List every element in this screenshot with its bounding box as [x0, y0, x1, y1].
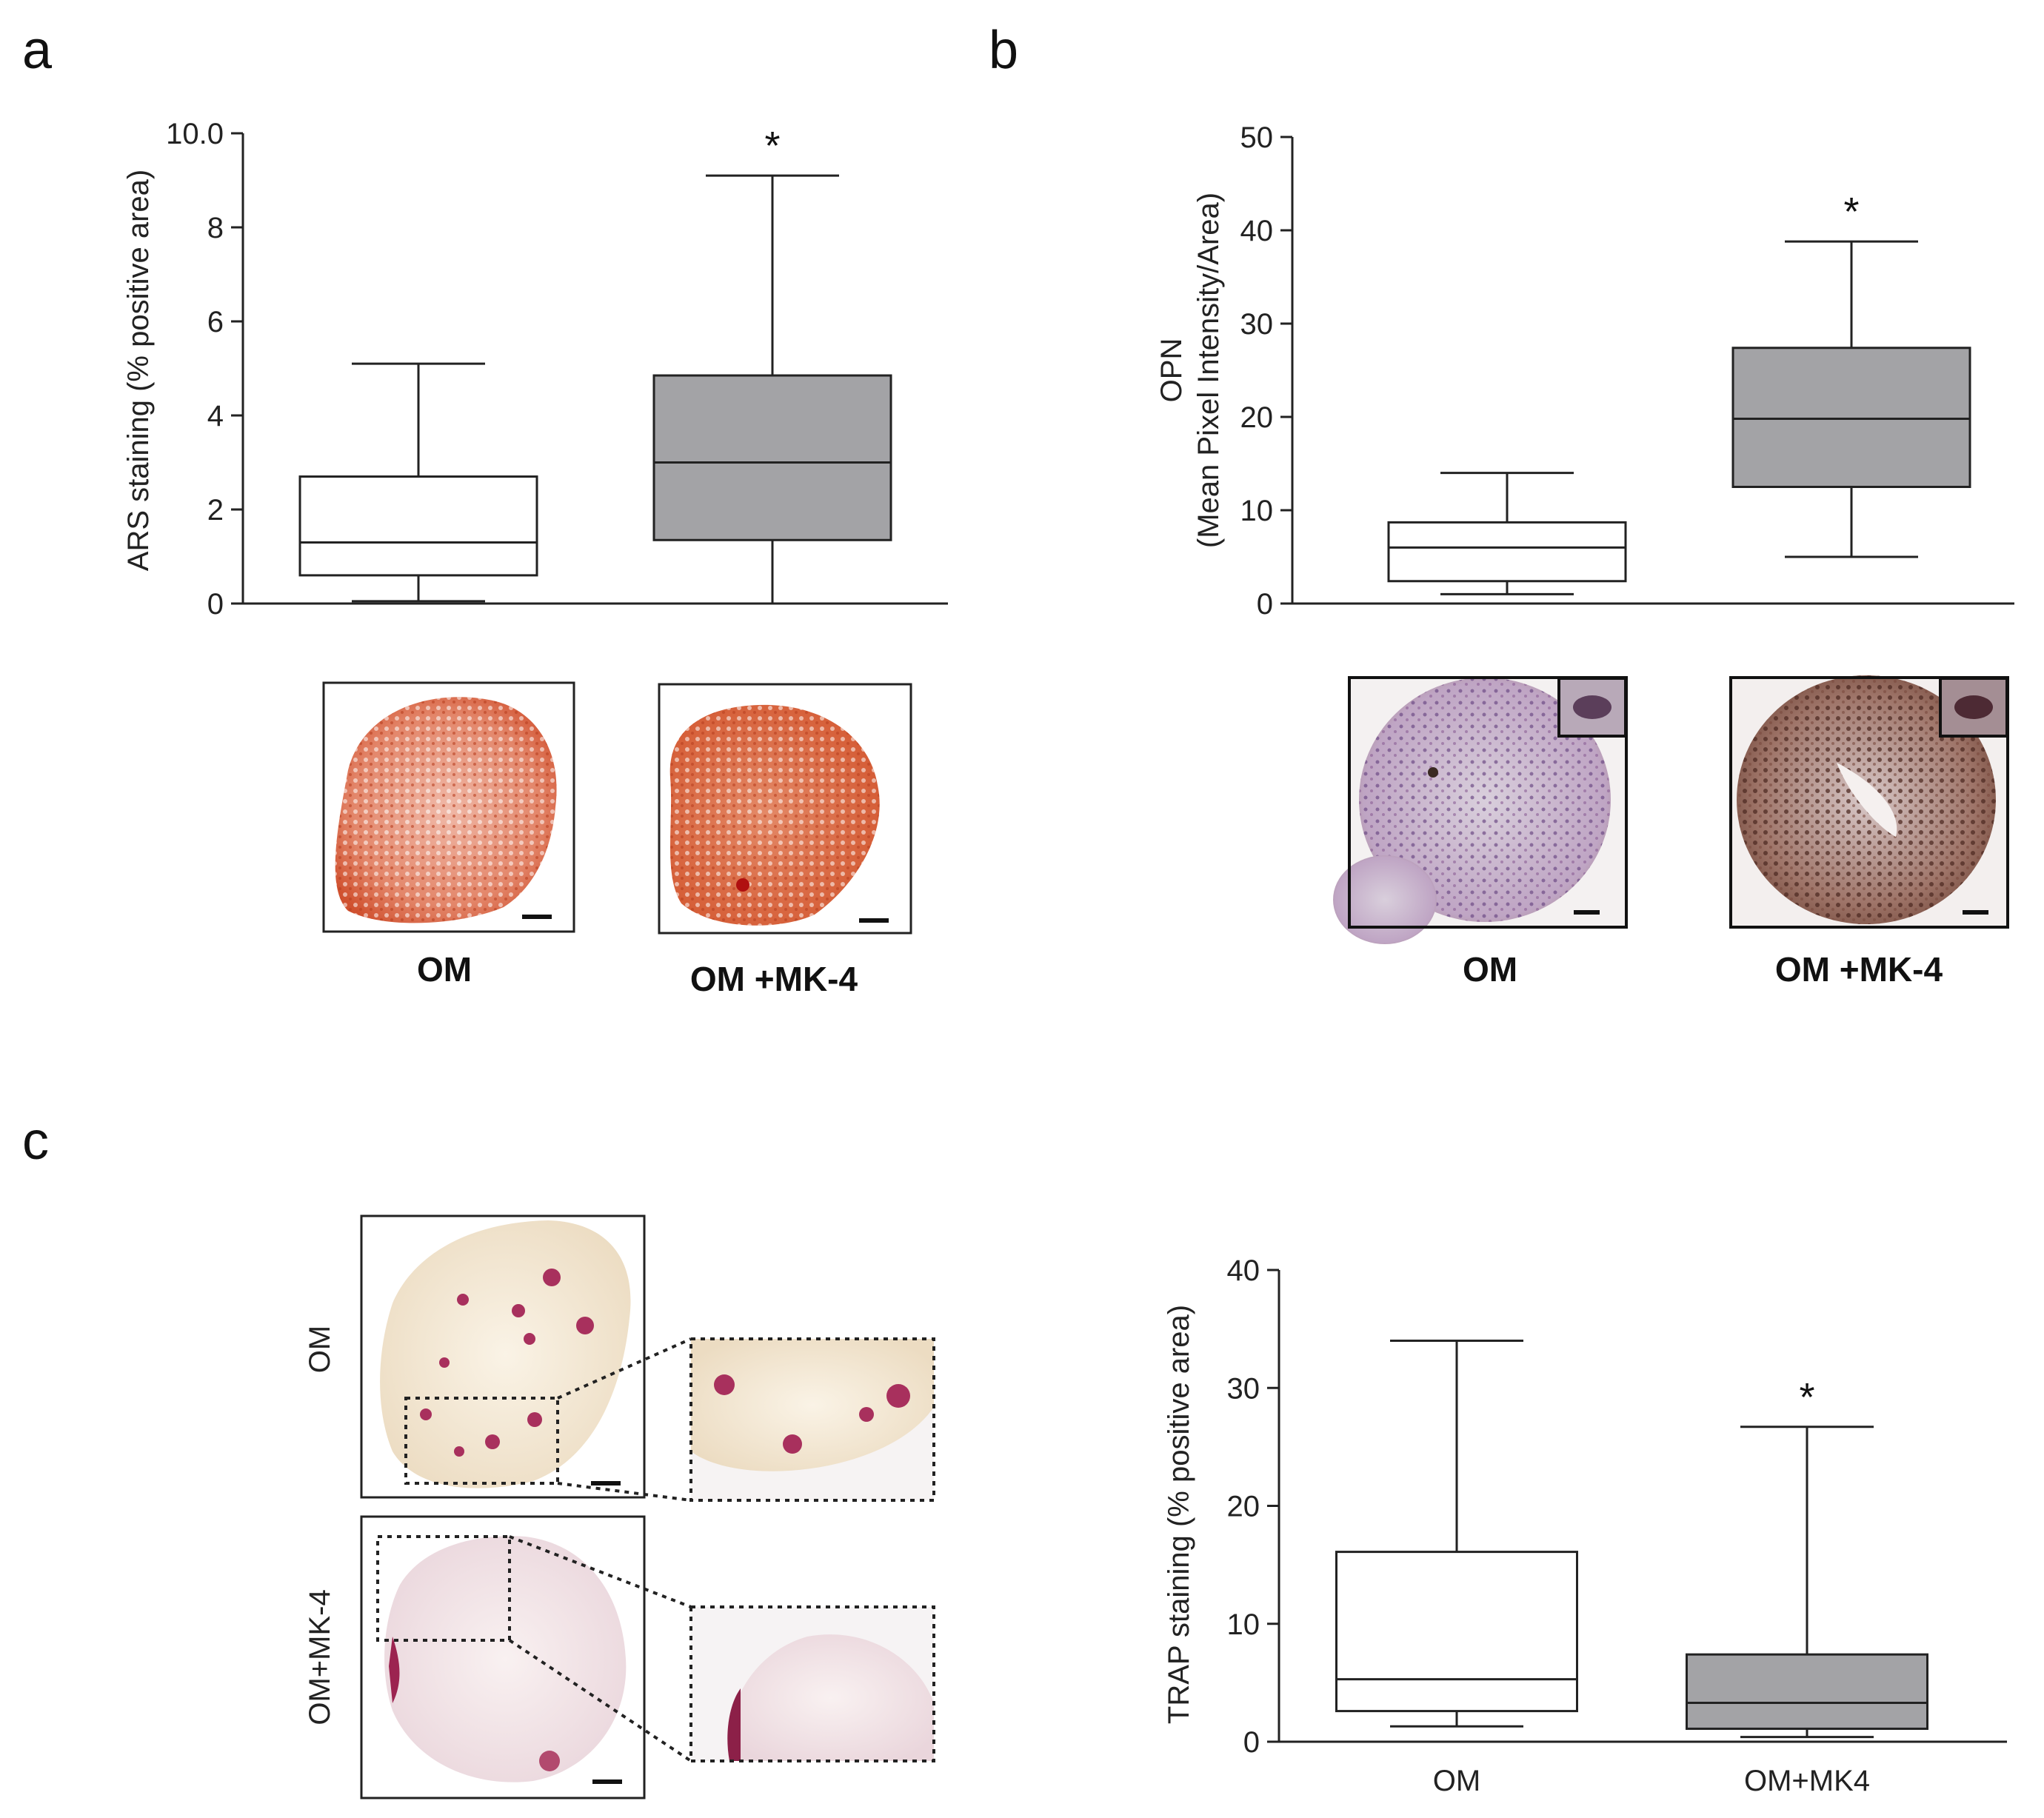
y-tick-label: 0 [1243, 1726, 1260, 1759]
chart-c-ylabel: TRAP staining (% positive area) [1163, 1305, 1195, 1724]
panel-label-b: b [989, 21, 1018, 80]
significance-marker: * [1799, 1375, 1814, 1420]
y-tick-label: 50 [1240, 121, 1274, 154]
y-tick-label: 0 [1257, 588, 1273, 621]
box-om-mk4 [1686, 1653, 1928, 1730]
micrograph-c-row-label-om-mk4: OM+MK-4 [304, 1589, 336, 1725]
micrograph-a-om [322, 681, 575, 933]
box-om-mk4 [1731, 347, 1971, 489]
chart-b-ylabel-line2: (Mean Pixel Intensity/Area) [1192, 193, 1225, 548]
chart-a: 0 2 4 6 8 10.0 * [166, 118, 948, 621]
micrograph-b-label-om: OM [1463, 950, 1517, 989]
micrograph-b-om [1333, 676, 1628, 944]
y-tick-label: 20 [1240, 401, 1274, 434]
micrograph-a-label-om: OM [417, 950, 472, 989]
micrograph-c-om [360, 1214, 646, 1499]
x-category-label: OM+MK4 [1744, 1765, 1870, 1797]
y-tick-label: 10.0 [166, 118, 224, 150]
y-tick-label: 40 [1240, 215, 1274, 247]
micrograph-a-label-om-mk4: OM +MK-4 [690, 960, 858, 998]
trap-spots-om [420, 1269, 594, 1457]
chart-a-ylabel: ARS staining (% positive area) [122, 170, 155, 571]
x-category-label: OM [1433, 1765, 1480, 1797]
y-tick-label: 10 [1227, 1608, 1260, 1641]
micrograph-c-row-label-om: OM [304, 1326, 336, 1373]
box-om [1387, 521, 1627, 583]
micrograph-b-om-mk4 [1729, 675, 2009, 929]
micrograph-c-om-zoom [689, 1337, 935, 1502]
y-tick-label: 40 [1227, 1254, 1260, 1287]
micrograph-c-om-mk4 [360, 1515, 646, 1799]
y-tick-label: 20 [1227, 1491, 1260, 1523]
y-tick-label: 10 [1240, 495, 1274, 527]
y-tick-label: 30 [1240, 308, 1274, 341]
y-tick-label: 2 [207, 494, 224, 527]
chart-b: 0 10 20 30 40 50 * [1240, 121, 2014, 621]
micrograph-b-label-om-mk4: OM +MK-4 [1775, 950, 1943, 989]
chart-c: 0 10 20 30 40 OM * OM+MK4 [1227, 1254, 2007, 1797]
y-tick-label: 8 [207, 212, 224, 244]
chart-b-ylabel-line1: OPN [1155, 338, 1188, 403]
significance-marker: * [1843, 190, 1859, 234]
panel-label-a: a [22, 21, 53, 80]
y-tick-label: 30 [1227, 1372, 1260, 1405]
micrograph-a-om-mk4 [658, 683, 912, 935]
box-om [298, 475, 538, 577]
panel-label-c: c [22, 1112, 49, 1171]
box-om-mk4 [652, 374, 892, 541]
y-tick-label: 4 [207, 400, 224, 432]
significance-marker: * [764, 124, 780, 168]
y-tick-label: 0 [207, 588, 224, 621]
micrograph-c-om-mk4-zoom [689, 1605, 935, 1762]
y-tick-label: 6 [207, 306, 224, 338]
box-om [1335, 1551, 1578, 1713]
